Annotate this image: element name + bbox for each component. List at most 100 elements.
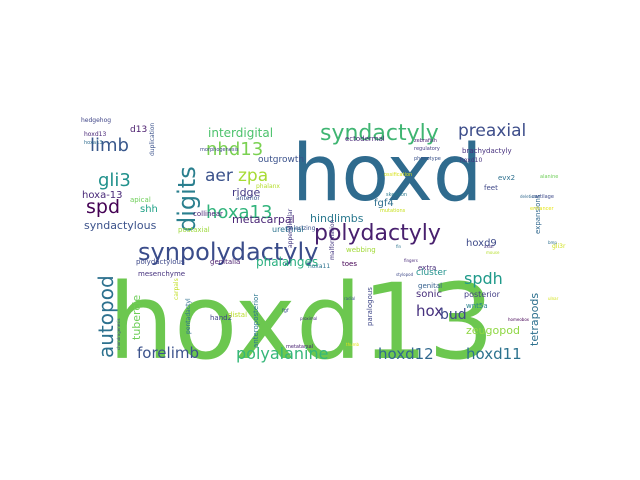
- cloud-word: phalanx: [256, 183, 280, 190]
- cloud-word: zpa: [238, 166, 268, 186]
- cloud-word: posterior: [464, 290, 501, 299]
- cloud-word: extra: [418, 264, 436, 272]
- cloud-word: deletion: [520, 194, 537, 199]
- cloud-word: hoxd9: [466, 238, 497, 249]
- cloud-word: mouse: [486, 250, 500, 255]
- cloud-word: duplication: [149, 123, 156, 156]
- cloud-word: d13: [130, 125, 147, 135]
- cloud-word: regulatory: [414, 146, 440, 152]
- cloud-word: cluster: [416, 268, 447, 278]
- cloud-word: mesenchyme: [138, 270, 185, 278]
- cloud-word: hindlimbs: [310, 212, 364, 225]
- cloud-word: ectodermal: [345, 135, 385, 143]
- cloud-word: fgf4: [374, 198, 394, 209]
- cloud-word: preaxial: [458, 121, 526, 141]
- cloud-word: metacarpal: [232, 213, 295, 226]
- cloud-word: hoxa-13: [82, 190, 123, 201]
- cloud-word: postaxial: [178, 226, 210, 234]
- cloud-word: brachydactyly: [462, 147, 512, 155]
- cloud-word: polydactyly: [314, 221, 441, 246]
- cloud-word: hedgehog: [81, 117, 111, 124]
- cloud-word: limb: [90, 135, 129, 156]
- cloud-word: carpals: [173, 278, 180, 300]
- cloud-word: autopod: [94, 275, 118, 358]
- cloud-word: ossification: [384, 172, 412, 178]
- cloud-word: ridge: [232, 186, 261, 199]
- cloud-word: anteroposterior: [252, 294, 260, 348]
- cloud-word: axial: [484, 244, 494, 249]
- cloud-background: [80, 115, 562, 365]
- cloud-word: syndactylous: [84, 219, 157, 232]
- cloud-word: synpolydactyly: [138, 238, 318, 266]
- cloud-word: distal: [228, 311, 247, 319]
- cloud-word: hoxd13: [84, 131, 106, 138]
- cloud-word: tetrapods: [528, 293, 541, 346]
- cloud-word: webbing: [346, 246, 376, 254]
- cloud-word: urethral: [272, 225, 304, 234]
- cloud-word: bmp: [548, 240, 557, 245]
- cloud-word: appendicular: [287, 208, 294, 248]
- cloud-word: digits: [173, 166, 201, 232]
- cloud-word: fingers: [404, 258, 418, 263]
- cloud-word: anterior: [236, 195, 260, 202]
- cloud-word: toes: [342, 260, 357, 268]
- cloud-word: hoxa13: [84, 140, 102, 146]
- cloud-word: hoxd: [292, 129, 482, 219]
- cloud-word: outgrowth: [258, 155, 304, 165]
- cloud-word: proximal: [300, 316, 317, 321]
- word-cloud-words: hoxd13hoxdsynpolydactylypolydactylysynda…: [81, 117, 566, 383]
- cloud-word: homeobox: [508, 317, 530, 322]
- cloud-word: aer: [205, 166, 233, 186]
- cloud-word: alanine: [540, 174, 558, 180]
- cloud-word: syndactyly: [320, 121, 439, 146]
- cloud-word: malformation: [329, 219, 336, 260]
- cloud-word: forelimb: [137, 344, 199, 362]
- cloud-word: expansions: [534, 194, 542, 234]
- cloud-word: collinear: [193, 210, 223, 218]
- cloud-word: cartilage: [532, 194, 554, 200]
- cloud-word: interdigital: [208, 126, 273, 140]
- cloud-word: sonic: [416, 289, 442, 300]
- cloud-word: hand2: [210, 314, 232, 322]
- cloud-word: metatarsal: [286, 344, 313, 350]
- cloud-word: bud: [440, 307, 467, 323]
- cloud-word: polyalanine: [236, 344, 328, 363]
- cloud-word: apical: [130, 196, 151, 204]
- cloud-word: phalanges: [256, 255, 318, 269]
- cloud-word: paralogous: [366, 287, 374, 326]
- cloud-word: spdh: [464, 269, 503, 288]
- cloud-word: stylopod: [396, 272, 414, 277]
- cloud-word: nhd13: [206, 139, 263, 160]
- cloud-word: thumb: [346, 342, 360, 347]
- cloud-word: feet: [484, 184, 498, 192]
- cloud-word: fgf: [282, 308, 289, 314]
- cloud-word: hoxd11: [466, 345, 522, 363]
- cloud-word: pentadactyl: [185, 298, 192, 334]
- cloud-word: evx2: [498, 174, 515, 182]
- cloud-word: gli3r: [552, 243, 566, 250]
- cloud-word: fin: [396, 244, 402, 249]
- cloud-word: hoxd13: [108, 261, 494, 383]
- cloud-word: ulnar: [548, 296, 559, 301]
- cloud-word: polarizing: [286, 225, 316, 232]
- cloud-word: genital: [418, 282, 442, 290]
- cloud-word: gli3: [98, 170, 131, 191]
- cloud-word: tubercle: [130, 295, 143, 340]
- cloud-word: phenotype: [414, 156, 441, 162]
- cloud-word: zeugopod: [466, 324, 520, 337]
- cloud-word: radial: [344, 296, 355, 301]
- cloud-word: hoxd10: [460, 157, 482, 164]
- cloud-word: spd: [86, 196, 120, 218]
- cloud-word: morphogenesis: [200, 147, 239, 153]
- cloud-word: genitalia: [210, 258, 240, 266]
- cloud-word: polydactylous: [136, 258, 185, 266]
- cloud-word: skeleton: [386, 192, 407, 198]
- cloud-word: shh: [140, 204, 158, 215]
- cloud-word: hox: [416, 302, 443, 320]
- cloud-word: wnt5a: [466, 302, 488, 310]
- cloud-word: zebrafish: [414, 138, 437, 144]
- cloud-word: enhancer: [530, 206, 554, 212]
- cloud-word: hoxa11: [308, 263, 330, 270]
- cloud-word: hoxd12: [378, 345, 434, 363]
